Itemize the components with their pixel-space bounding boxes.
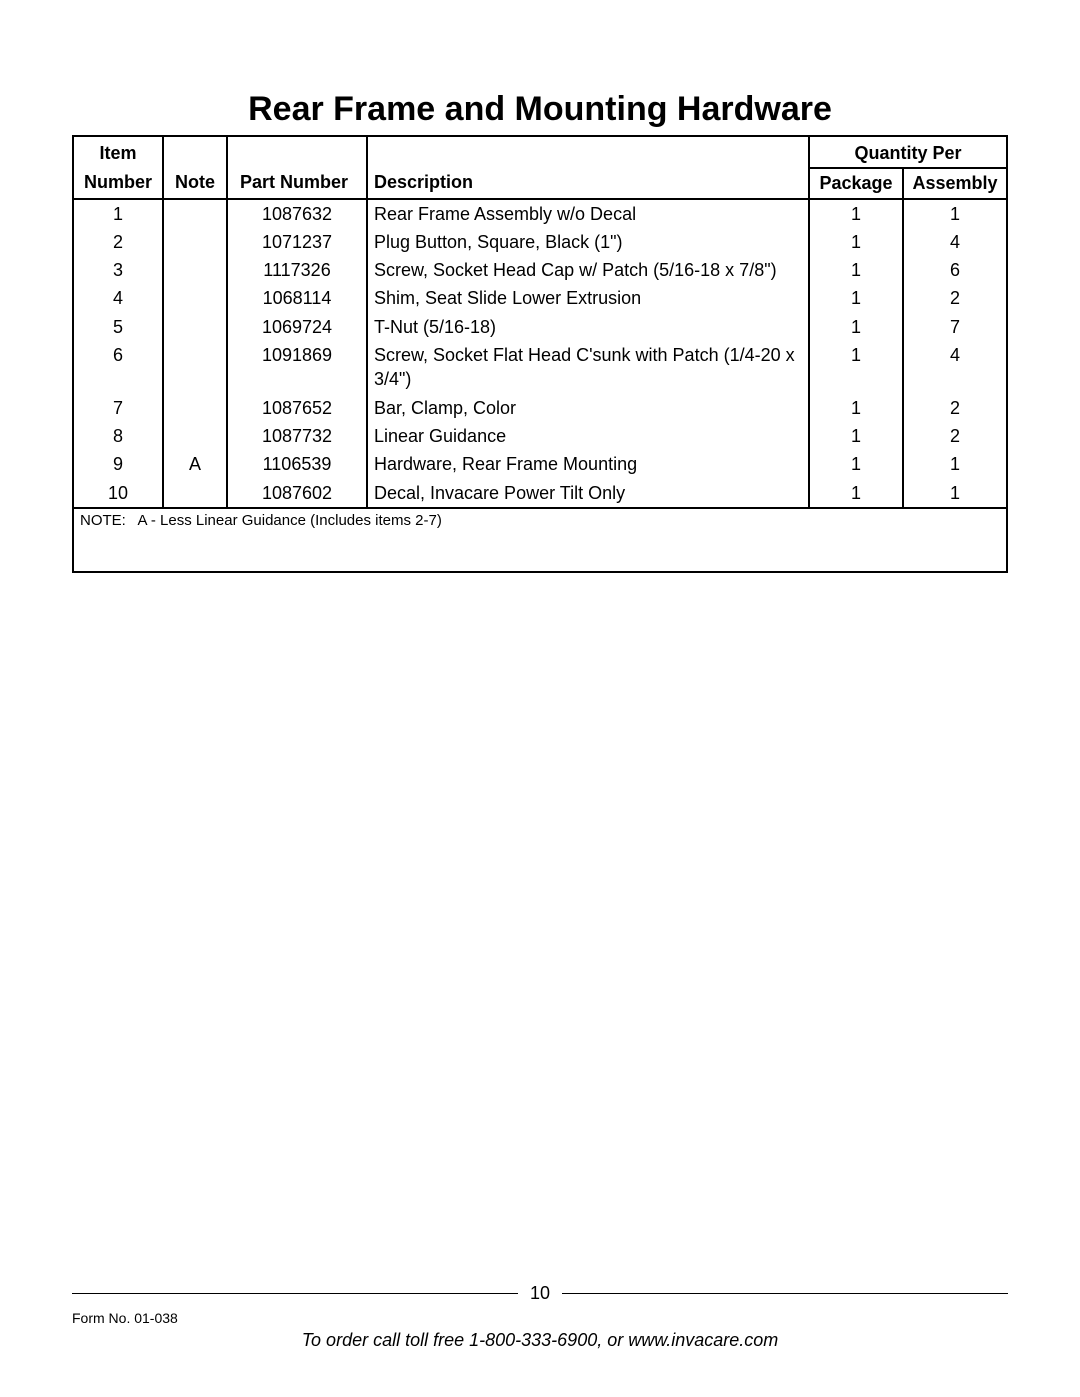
cell-note — [163, 313, 227, 341]
header-qty-per: Quantity Per — [809, 136, 1007, 168]
table-row: 11087632Rear Frame Assembly w/o Decal11 — [73, 199, 1007, 228]
cell-pkg: 1 — [809, 199, 903, 228]
table-note-row: NOTE: A - Less Linear Guidance (Includes… — [73, 508, 1007, 572]
cell-desc: Linear Guidance — [367, 422, 809, 450]
cell-pkg: 1 — [809, 256, 903, 284]
header-desc: Description — [367, 168, 809, 198]
cell-note — [163, 199, 227, 228]
cell-item: 1 — [73, 199, 163, 228]
table-body: 11087632Rear Frame Assembly w/o Decal112… — [73, 199, 1007, 573]
cell-item: 9 — [73, 450, 163, 478]
cell-pkg: 1 — [809, 228, 903, 256]
cell-desc: Screw, Socket Flat Head C'sunk with Patc… — [367, 341, 809, 394]
page-title: Rear Frame and Mounting Hardware — [72, 90, 1008, 129]
table-row: 8 1087732Linear Guidance12 — [73, 422, 1007, 450]
cell-desc: T-Nut (5/16-18) — [367, 313, 809, 341]
header-asm: Assembly — [903, 168, 1007, 198]
cell-part: 1087602 — [227, 479, 367, 508]
cell-note — [163, 422, 227, 450]
cell-asm: 1 — [903, 199, 1007, 228]
cell-asm: 2 — [903, 284, 1007, 312]
cell-desc: Rear Frame Assembly w/o Decal — [367, 199, 809, 228]
page-number-line: 10 — [72, 1283, 1008, 1304]
order-line: To order call toll free 1-800-333-6900, … — [72, 1330, 1008, 1351]
cell-asm: 4 — [903, 341, 1007, 394]
table-note-cell: NOTE: A - Less Linear Guidance (Includes… — [73, 508, 1007, 572]
note-label: NOTE: — [80, 511, 126, 531]
cell-item: 2 — [73, 228, 163, 256]
header-item-top: Item — [73, 136, 163, 168]
cell-asm: 7 — [903, 313, 1007, 341]
cell-part: 1087732 — [227, 422, 367, 450]
cell-item: 6 — [73, 341, 163, 394]
cell-asm: 4 — [903, 228, 1007, 256]
cell-desc: Screw, Socket Head Cap w/ Patch (5/16-18… — [367, 256, 809, 284]
page-number: 10 — [530, 1283, 550, 1304]
table-row: 3 1117326Screw, Socket Head Cap w/ Patch … — [73, 256, 1007, 284]
cell-desc: Plug Button, Square, Black (1") — [367, 228, 809, 256]
cell-item: 4 — [73, 284, 163, 312]
cell-desc: Decal, Invacare Power Tilt Only — [367, 479, 809, 508]
cell-desc: Hardware, Rear Frame Mounting — [367, 450, 809, 478]
form-number: Form No. 01-038 — [72, 1310, 1008, 1326]
header-part: Part Number — [227, 168, 367, 198]
cell-note — [163, 284, 227, 312]
cell-part: 1068114 — [227, 284, 367, 312]
header-blank-note — [163, 136, 227, 168]
cell-pkg: 1 — [809, 313, 903, 341]
cell-note: A — [163, 450, 227, 478]
cell-note — [163, 394, 227, 422]
cell-part: 1071237 — [227, 228, 367, 256]
page: Rear Frame and Mounting Hardware Item Qu… — [0, 0, 1080, 1397]
cell-item: 3 — [73, 256, 163, 284]
page-footer: 10 Form No. 01-038 To order call toll fr… — [72, 1283, 1008, 1351]
cell-note — [163, 228, 227, 256]
cell-pkg: 1 — [809, 394, 903, 422]
cell-note — [163, 479, 227, 508]
table-row: 9A1106539Hardware, Rear Frame Mounting11 — [73, 450, 1007, 478]
cell-pkg: 1 — [809, 479, 903, 508]
parts-table: Item Quantity Per Number Note Part Numbe… — [72, 135, 1008, 573]
table-row: 7 1087652Bar, Clamp, Color12 — [73, 394, 1007, 422]
cell-desc: Shim, Seat Slide Lower Extrusion — [367, 284, 809, 312]
table-row: 4 1068114Shim, Seat Slide Lower Extrusion… — [73, 284, 1007, 312]
cell-pkg: 1 — [809, 284, 903, 312]
table-header: Item Quantity Per Number Note Part Numbe… — [73, 136, 1007, 199]
header-item: Number — [73, 168, 163, 198]
header-blank-desc — [367, 136, 809, 168]
cell-desc: Bar, Clamp, Color — [367, 394, 809, 422]
cell-part: 1106539 — [227, 450, 367, 478]
table-row: 5 1069724T-Nut (5/16-18)17 — [73, 313, 1007, 341]
cell-asm: 2 — [903, 394, 1007, 422]
cell-asm: 6 — [903, 256, 1007, 284]
cell-note — [163, 256, 227, 284]
cell-item: 5 — [73, 313, 163, 341]
footer-rule-right — [562, 1293, 1008, 1294]
footer-rule-left — [72, 1293, 518, 1294]
cell-part: 1087652 — [227, 394, 367, 422]
cell-pkg: 1 — [809, 341, 903, 394]
cell-part: 1087632 — [227, 199, 367, 228]
cell-item: 8 — [73, 422, 163, 450]
table-row: 6 1091869Screw, Socket Flat Head C'sunk w… — [73, 341, 1007, 394]
table-row: 10 1087602Decal, Invacare Power Tilt Only… — [73, 479, 1007, 508]
cell-pkg: 1 — [809, 450, 903, 478]
cell-part: 1069724 — [227, 313, 367, 341]
header-blank-part — [227, 136, 367, 168]
cell-asm: 1 — [903, 479, 1007, 508]
cell-asm: 1 — [903, 450, 1007, 478]
cell-asm: 2 — [903, 422, 1007, 450]
cell-item: 10 — [73, 479, 163, 508]
cell-item: 7 — [73, 394, 163, 422]
cell-part: 1091869 — [227, 341, 367, 394]
header-pkg: Package — [809, 168, 903, 198]
note-text: A - Less Linear Guidance (Includes items… — [134, 512, 442, 529]
cell-note — [163, 341, 227, 394]
header-note: Note — [163, 168, 227, 198]
table-row: 2 1071237Plug Button, Square, Black (1")1… — [73, 228, 1007, 256]
cell-part: 1117326 — [227, 256, 367, 284]
cell-pkg: 1 — [809, 422, 903, 450]
